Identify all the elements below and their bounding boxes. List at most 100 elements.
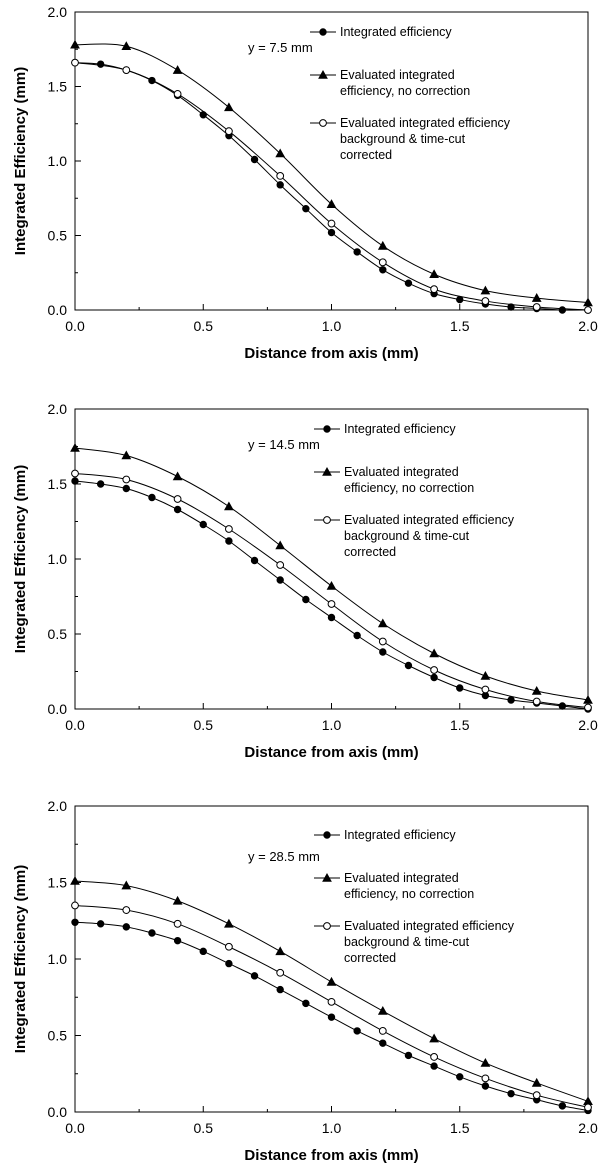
data-point — [173, 936, 182, 945]
data-point — [404, 661, 413, 670]
data-point — [558, 1102, 567, 1110]
y-tick-label: 0.0 — [48, 701, 68, 717]
legend-marker — [318, 69, 328, 79]
data-point — [377, 618, 388, 628]
y-tick-label: 0.0 — [48, 302, 68, 318]
data-point — [302, 595, 310, 604]
data-point — [378, 637, 387, 646]
x-tick-label: 1.0 — [322, 318, 342, 334]
data-point — [353, 1027, 361, 1035]
data-point — [326, 580, 337, 590]
y-axis-label: Integrated Efficiency (mm) — [12, 465, 29, 653]
legend-marker — [323, 516, 331, 524]
legend-marker — [322, 872, 332, 882]
legend-entry-text: efficiency, no correction — [344, 887, 474, 901]
legend-entry-text: Integrated efficiency — [344, 828, 456, 842]
y-tick-label: 1.5 — [48, 875, 68, 891]
data-point — [507, 303, 515, 311]
data-point — [429, 269, 439, 279]
data-point — [327, 1013, 336, 1021]
data-point — [250, 155, 259, 164]
y-tick-label: 0.0 — [48, 1104, 68, 1120]
data-point — [173, 505, 182, 514]
legend-entry-text: Evaluated integrated efficiency — [340, 116, 511, 130]
data-point — [377, 1005, 388, 1015]
legend-entry-text: corrected — [340, 148, 392, 162]
data-point — [481, 1074, 490, 1083]
data-point — [327, 219, 336, 228]
data-point — [532, 697, 541, 706]
panel-annotation: y = 28.5 mm — [248, 849, 320, 864]
data-point — [96, 60, 105, 68]
data-point — [480, 1058, 491, 1067]
data-point — [404, 279, 413, 287]
data-point — [583, 694, 593, 704]
data-point — [378, 1027, 387, 1035]
y-tick-label: 1.5 — [48, 79, 68, 95]
data-point — [379, 266, 387, 274]
legend-entry-text: corrected — [344, 545, 396, 559]
legend-marker — [322, 466, 332, 476]
data-point — [276, 561, 285, 569]
data-point — [276, 576, 284, 584]
plot-frame — [74, 408, 589, 710]
x-tick-label: 1.0 — [322, 1120, 342, 1136]
data-point — [430, 1053, 439, 1061]
legend-entry-text: background & time-cut — [340, 132, 466, 146]
x-tick-label: 1.5 — [450, 717, 470, 733]
data-point — [225, 537, 233, 545]
data-point — [430, 673, 438, 682]
data-point — [250, 972, 259, 980]
data-point — [430, 666, 439, 674]
legend-entry-text: corrected — [344, 951, 396, 965]
chart-panel-2: 0.0 0.5 1.0 1.5 2.0 0.0 0.5 1.0 1.5 2.0 Distance f… — [12, 401, 598, 761]
data-point — [224, 501, 234, 511]
data-point — [584, 703, 592, 712]
data-point — [225, 959, 233, 968]
data-point — [507, 1089, 515, 1098]
data-point — [481, 685, 490, 694]
legend-entry-text: background & time-cut — [344, 935, 470, 949]
y-tick-label: 0.5 — [48, 228, 68, 244]
data-point — [70, 875, 80, 885]
y-tick-label: 1.5 — [48, 476, 68, 492]
y-tick-label: 2.0 — [48, 798, 68, 814]
legend-entry-text: Evaluated integrated efficiency — [344, 919, 515, 933]
data-point — [224, 102, 234, 112]
data-point — [430, 285, 439, 294]
data-point — [71, 469, 79, 478]
data-point — [276, 181, 284, 189]
series-line-2 — [74, 880, 589, 1102]
legend-entry-text: Evaluated integrated efficiency — [344, 513, 515, 527]
legend-entry-text: background & time-cut — [344, 529, 470, 543]
data-point — [71, 901, 79, 910]
legend-entry-text: Evaluated integrated — [344, 465, 459, 479]
legend-marker — [323, 425, 331, 433]
data-point — [172, 65, 183, 74]
legend-marker — [323, 831, 331, 839]
x-axis-label: Distance from axis (mm) — [244, 345, 418, 362]
data-point — [122, 475, 131, 484]
x-tick-label: 0.5 — [194, 318, 214, 334]
data-point — [558, 702, 567, 710]
legend-marker — [323, 922, 331, 930]
data-point — [70, 39, 80, 49]
legend-entry-text: Evaluated integrated — [340, 68, 455, 82]
data-point — [225, 942, 233, 951]
data-point — [583, 297, 593, 307]
y-tick-label: 2.0 — [48, 4, 68, 20]
x-tick-label: 0.0 — [65, 717, 85, 733]
panel-annotation: y = 7.5 mm — [248, 40, 313, 55]
legend-entry-text: efficiency, no correction — [340, 84, 470, 98]
data-point — [96, 920, 105, 928]
x-tick-label: 2.0 — [578, 318, 598, 334]
data-point — [276, 172, 285, 180]
data-point — [353, 248, 361, 256]
data-point — [327, 228, 336, 237]
data-point — [199, 947, 207, 956]
data-point — [377, 240, 388, 250]
series-line-3 — [74, 62, 589, 311]
data-point — [456, 684, 464, 692]
data-point — [275, 946, 286, 956]
data-point — [429, 1033, 439, 1043]
